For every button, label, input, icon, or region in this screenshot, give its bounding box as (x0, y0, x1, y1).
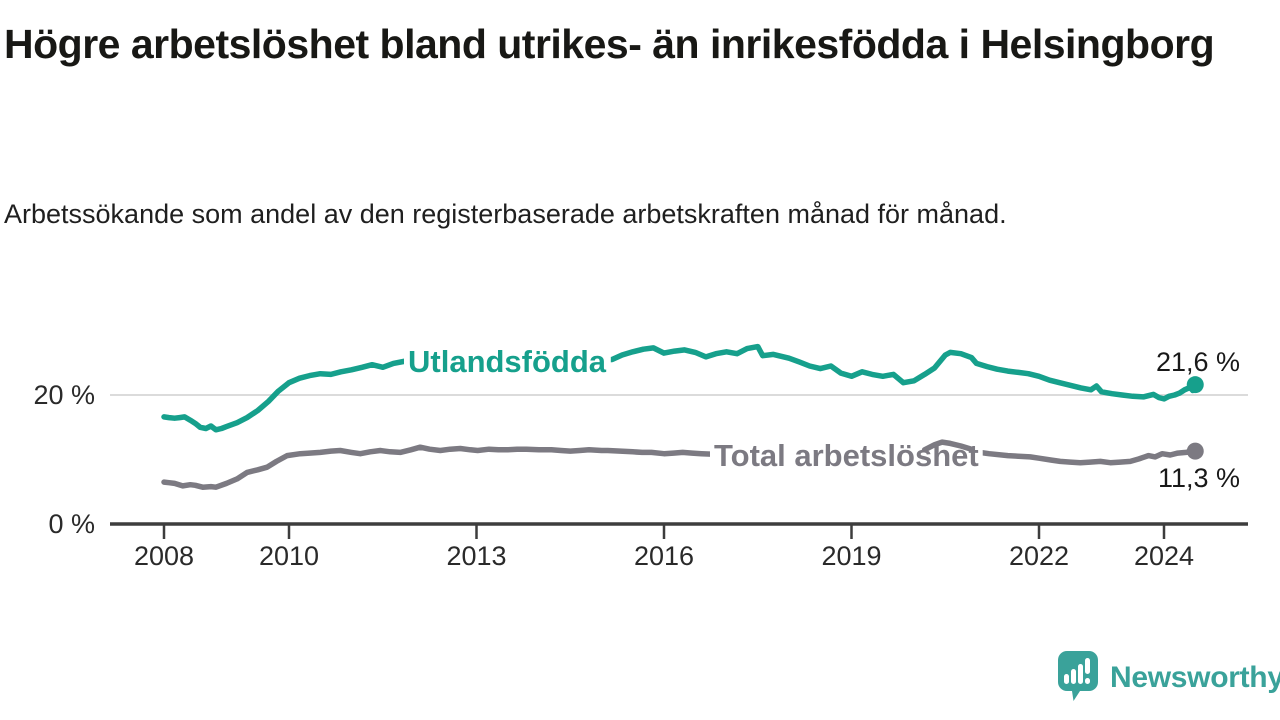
series-line-utlandsfodda (161, 343, 1199, 433)
end-dot-utlandsfodda (1186, 376, 1204, 394)
x-tick-label-2016: 2016 (634, 541, 694, 571)
chart-subtitle: Arbetssökande som andel av den registerb… (4, 199, 1007, 229)
series-label-utlandsfodda: Utlandsfödda (408, 344, 607, 379)
y-axis-label-20: 20 % (33, 380, 95, 410)
bar-chart-glyph (1064, 658, 1090, 684)
series-line-total (161, 439, 1199, 490)
newsworthy-brand: Newsworthy (1056, 650, 1280, 706)
x-tick-label-2024: 2024 (1134, 541, 1194, 571)
chart-title: Högre arbetslöshet bland utrikes- än inr… (4, 21, 1215, 67)
end-dot-total (1186, 442, 1204, 460)
y-axis-label-0: 0 % (48, 509, 95, 539)
x-tick-label-2013: 2013 (446, 541, 506, 571)
end-value-label-utlandsfodda: 21,6 % (1156, 347, 1240, 377)
x-tick-label-2022: 2022 (1009, 541, 1069, 571)
series-peak-overdraw-total (921, 439, 975, 453)
x-tick-label-2008: 2008 (134, 541, 194, 571)
chart-header: Högre arbetslöshet bland utrikes- än inr… (4, 20, 1244, 69)
exclamation-dot (1085, 678, 1090, 684)
brand-name: Newsworthy (1110, 661, 1280, 694)
series-label-mask-utlandsfodda (404, 343, 611, 380)
x-tick-label-2019: 2019 (821, 541, 881, 571)
end-value-label-total: 11,3 % (1158, 463, 1240, 493)
x-tick-label-2010: 2010 (259, 541, 319, 571)
exclamation-bar (1085, 658, 1090, 674)
newsworthy-logo-icon (1058, 651, 1098, 701)
